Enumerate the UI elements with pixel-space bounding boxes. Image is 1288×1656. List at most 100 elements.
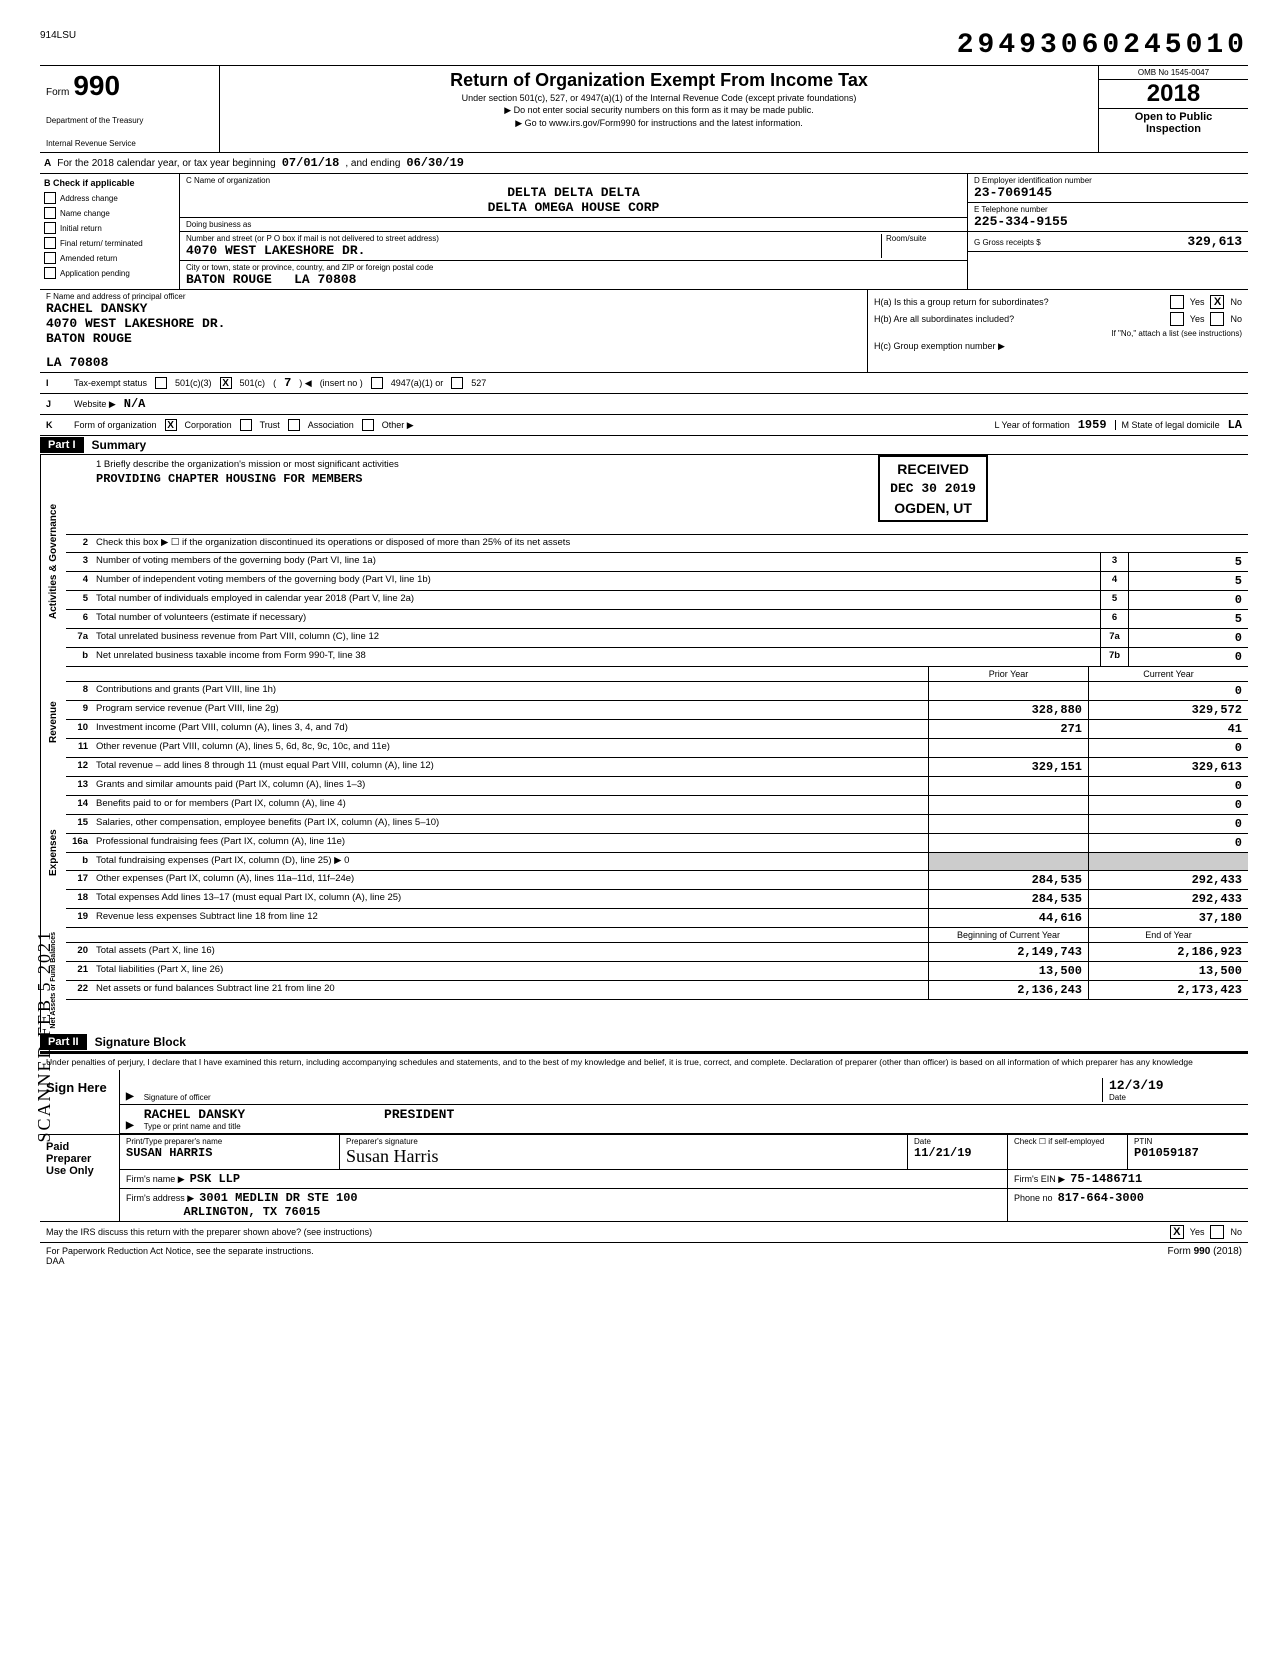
summary-line: bTotal fundraising expenses (Part IX, co… [66,853,1248,871]
summary-line: 11Other revenue (Part VIII, column (A), … [66,739,1248,758]
tel-value: 225-334-9155 [974,214,1242,229]
opt-other: Other ▶ [382,420,414,431]
dba-label: Doing business as [186,220,251,229]
summary-line: 12Total revenue – add lines 8 through 11… [66,758,1248,777]
ha-yes[interactable] [1170,295,1184,309]
ck-other[interactable] [362,419,374,431]
summary-line: 16aProfessional fundraising fees (Part I… [66,834,1248,853]
summary-line: 21Total liabilities (Part X, line 26)13,… [66,962,1248,981]
row-a-mid: , and ending [345,158,400,169]
firm-name-label: Firm's name ▶ [126,1174,185,1184]
received-stamp: RECEIVED DEC 30 2019 OGDEN, UT [878,455,988,522]
discuss-no[interactable] [1210,1225,1224,1239]
ck-corp[interactable]: X [165,419,177,431]
prep-self-employed: Check ☐ if self-employed [1008,1135,1128,1169]
ein-value: 23-7069145 [974,185,1242,200]
summary-line: 13Grants and similar amounts paid (Part … [66,777,1248,796]
gov-line: bNet unrelated business taxable income f… [66,648,1248,667]
org-city: BATON ROUGE [186,272,272,287]
firm-phone: 817-664-3000 [1058,1191,1144,1205]
ck-501c3[interactable] [155,377,167,389]
opt-4947: 4947(a)(1) or [391,378,444,388]
officer-print-name: RACHEL DANSKY [144,1107,245,1122]
hb-no[interactable] [1210,312,1224,326]
firm-addr-label: Firm's address ▶ [126,1193,194,1203]
lbl-address-change: Address change [60,194,118,203]
discuss-yes[interactable]: X [1170,1225,1184,1239]
summary-line: 15Salaries, other compensation, employee… [66,815,1248,834]
footer-right: Form 990 (2018) [1168,1246,1242,1266]
part-ii-title: Signature Block [87,1033,194,1051]
prep-sig-label: Preparer's signature [346,1137,901,1146]
side-revenue: Revenue [40,667,66,777]
ck-527[interactable] [451,377,463,389]
officer-city: BATON ROUGE [46,331,861,346]
ck-name-change[interactable] [44,207,56,219]
col-f: F Name and address of principal officer … [40,290,868,372]
org-name-1: DELTA DELTA DELTA [186,185,961,200]
addr-label: Number and street (or P O box if mail is… [186,234,439,243]
row-a: A For the 2018 calendar year, or tax yea… [40,153,1248,174]
firm-name: PSK LLP [190,1172,240,1186]
ck-4947[interactable] [371,377,383,389]
officer-state-zip: LA 70808 [46,355,861,370]
firm-phone-label: Phone no [1014,1193,1053,1203]
ha-no[interactable]: X [1210,295,1224,309]
ptin-value: P01059187 [1134,1146,1199,1160]
gov-line: 4Number of independent voting members of… [66,572,1248,591]
opt-501c3: 501(c)(3) [175,378,212,388]
gov-line: 6Total number of volunteers (estimate if… [66,610,1248,629]
lbl-final-return: Final return/ terminated [60,239,143,248]
form-label: Form [46,87,69,98]
col-current-year: Current Year [1088,667,1248,681]
hb-yes[interactable] [1170,312,1184,326]
opt-corp: Corporation [185,420,232,430]
paid-preparer-label: Paid Preparer Use Only [40,1135,120,1221]
form-subtitle: Under section 501(c), 527, or 4947(a)(1)… [226,93,1092,103]
sign-date: 12/3/19 [1109,1078,1242,1093]
summary-line: 10Investment income (Part VIII, column (… [66,720,1248,739]
gov-line: 3Number of voting members of the governi… [66,553,1248,572]
open-public-2: Inspection [1101,123,1246,135]
summary-line: 17Other expenses (Part IX, column (A), l… [66,871,1248,890]
room-label: Room/suite [886,234,926,243]
form-number: 990 [73,70,120,102]
gov-line: 7aTotal unrelated business revenue from … [66,629,1248,648]
lbl-initial-return: Initial return [60,224,102,233]
gross-value: 329,613 [1187,234,1242,249]
ck-assoc[interactable] [288,419,300,431]
row-a-label: For the 2018 calendar year, or tax year … [57,158,275,169]
officer-sig-label: Signature of officer [144,1093,1092,1102]
row-k-label: Form of organization [74,420,157,430]
ck-initial-return[interactable] [44,222,56,234]
tel-label: E Telephone number [974,205,1048,214]
ck-address-change[interactable] [44,192,56,204]
ck-final-return[interactable] [44,237,56,249]
officer-name-label: Type or print name and title [144,1122,1242,1131]
col-h: H(a) Is this a group return for subordin… [868,290,1248,372]
opt-trust: Trust [260,420,280,430]
prep-date: 11/21/19 [914,1146,972,1160]
tax-year: 2018 [1099,80,1248,109]
penalty-statement: Under penalties of perjury, I declare th… [40,1054,1248,1070]
ck-app-pending[interactable] [44,267,56,279]
col-b-header: Check if applicable [53,178,135,188]
ck-amended[interactable] [44,252,56,264]
col-begin-year: Beginning of Current Year [928,928,1088,942]
opt-527: 527 [471,378,486,388]
side-expenses: Expenses [40,777,66,928]
received-where: OGDEN, UT [890,500,976,516]
year-formation: 1959 [1078,418,1107,432]
ck-trust[interactable] [240,419,252,431]
lbl-app-pending: Application pending [60,269,130,278]
col-d: D Employer identification number 23-7069… [968,174,1248,289]
summary-line: 8Contributions and grants (Part VIII, li… [66,682,1248,701]
col-end-year: End of Year [1088,928,1248,942]
open-public-1: Open to Public [1101,111,1246,123]
prep-name-label: Print/Type preparer's name [126,1137,333,1146]
officer-signature [144,1072,1092,1093]
ck-501c[interactable]: X [220,377,232,389]
summary-line: 20Total assets (Part X, line 16)2,149,74… [66,943,1248,962]
sign-date-label: Date [1109,1093,1242,1102]
lbl-amended: Amended return [60,254,117,263]
